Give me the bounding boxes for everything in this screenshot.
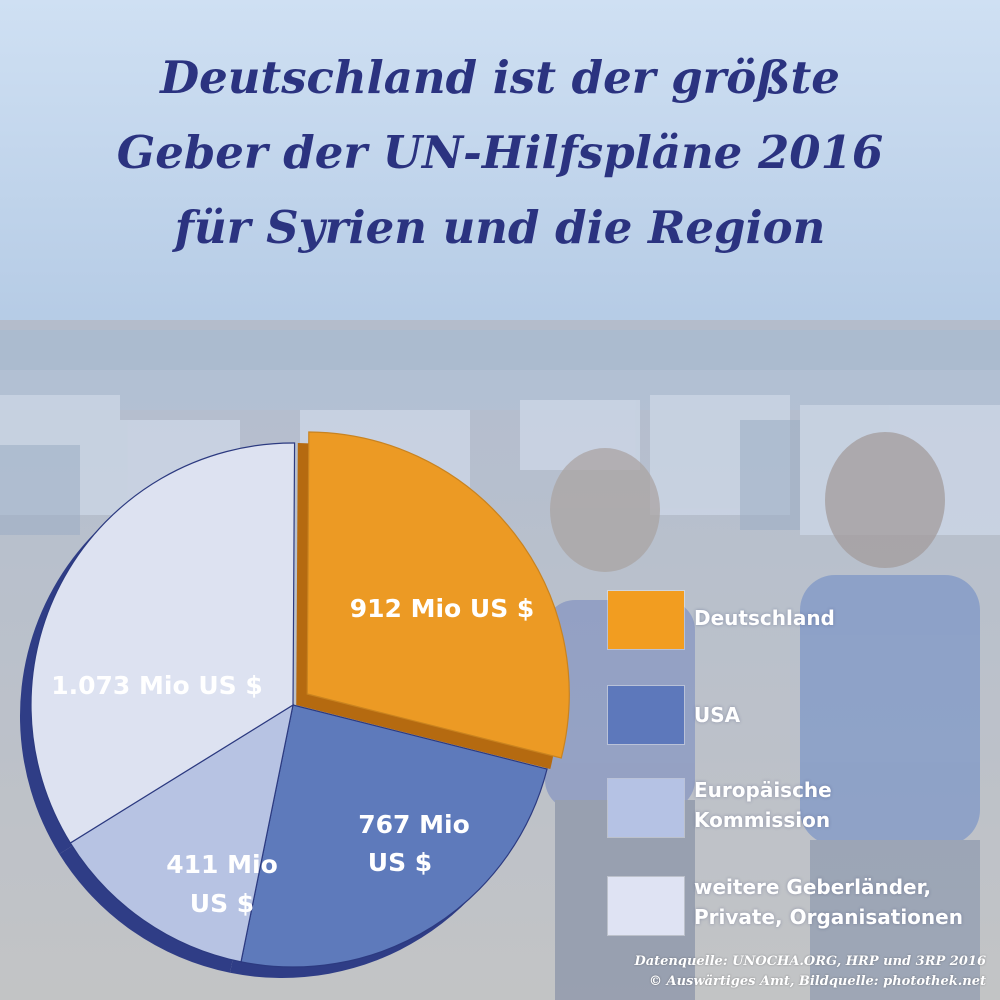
label-deutschland: 912 Mio US $	[350, 594, 535, 623]
slice-usa	[240, 704, 548, 968]
legend-label-usa: USA	[694, 703, 741, 727]
legend-swatch-eu	[608, 779, 684, 837]
title-line-2: Geber der UN-Hilfspläne 2016	[116, 126, 884, 179]
legend-swatch-other	[608, 877, 684, 935]
slice-deutschland	[306, 431, 570, 759]
label-other: 1.073 Mio US $	[51, 671, 263, 700]
title-line-3: für Syrien und die Region	[174, 201, 826, 254]
legend-label-eu: Europäische Kommission	[694, 778, 832, 832]
legend-swatch-usa	[608, 686, 684, 744]
pie-slices	[30, 431, 570, 968]
source-line: Datenquelle: UNOCHA.ORG, HRP und 3RP 201…	[634, 954, 986, 969]
legend-label-other: weitere Geberländer, Private, Organisati…	[694, 875, 963, 929]
slice-labels: 912 Mio US $ 767 Mio US $ 411 Mio US $ 1…	[51, 594, 534, 918]
label-eu-line-2: US $	[190, 889, 254, 918]
slice-other	[30, 442, 296, 844]
source-footer: Datenquelle: UNOCHA.ORG, HRP und 3RP 201…	[634, 952, 986, 992]
legend-label-deutschland: Deutschland	[694, 606, 835, 630]
label-eu-line-1: 411 Mio	[166, 850, 278, 879]
legend-swatch-deutschland	[608, 591, 684, 649]
label-usa-line-2: US $	[368, 848, 432, 877]
label-usa-line-1: 767 Mio	[358, 810, 470, 839]
slice-eu	[69, 703, 294, 963]
copyright-line: © Auswärtiges Amt, Bildquelle: photothek…	[648, 974, 986, 989]
title-line-1: Deutschland ist der größte	[160, 51, 840, 104]
page-title: Deutschland ist der größte Geber der UN-…	[0, 40, 1000, 265]
